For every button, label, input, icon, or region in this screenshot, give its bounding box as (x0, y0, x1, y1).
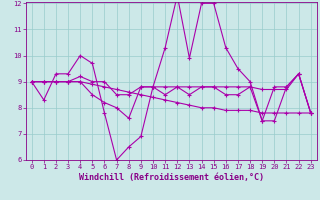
X-axis label: Windchill (Refroidissement éolien,°C): Windchill (Refroidissement éolien,°C) (79, 173, 264, 182)
